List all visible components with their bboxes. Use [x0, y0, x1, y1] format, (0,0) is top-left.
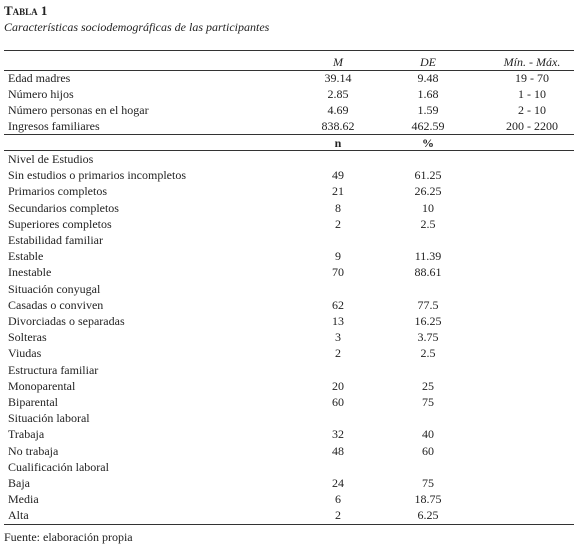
rule — [4, 70, 574, 71]
column-header: Mín. - Máx. — [503, 55, 561, 69]
cell: 2.5 — [420, 346, 436, 361]
column-header: DE — [420, 55, 436, 69]
section-title: Situación conyugal — [8, 281, 101, 296]
table-subtitle: Características sociodemográficas de las… — [4, 20, 270, 34]
column-header: M — [333, 55, 343, 69]
cell: 60 — [422, 443, 434, 458]
cell: 2 - 10 — [518, 103, 546, 117]
cell: 462.59 — [411, 119, 445, 133]
row-label: Trabaja — [8, 427, 45, 442]
row-label: Inestable — [8, 265, 52, 280]
row-label: Casadas o conviven — [8, 297, 104, 312]
cell: 200 - 2200 — [506, 119, 558, 133]
cell: 70 — [332, 265, 344, 280]
row-label: Secundarios completos — [8, 200, 119, 215]
cell: 1 - 10 — [518, 87, 546, 101]
row-label: Alta — [8, 508, 29, 523]
cell: 9.48 — [417, 71, 439, 85]
cell: 75 — [422, 395, 434, 409]
cell: 19 - 70 — [515, 71, 549, 85]
cell: 4.69 — [327, 103, 349, 117]
cell: 2.5 — [420, 216, 436, 231]
cell: 8 — [335, 200, 341, 215]
row-label: Divorciadas o separadas — [8, 314, 125, 328]
cell: 11.39 — [414, 249, 442, 264]
cell: 2 — [335, 216, 341, 231]
cell: 3.75 — [417, 330, 439, 345]
cell: 21 — [332, 184, 344, 199]
cell: 60 — [332, 395, 344, 409]
section-title: Estabilidad familiar — [8, 233, 103, 247]
cell: 16.25 — [414, 314, 442, 328]
cell: 6.25 — [417, 508, 439, 523]
section-title: Cualificación laboral — [8, 459, 109, 474]
cell: 77.5 — [417, 297, 439, 312]
column-header: % — [422, 136, 434, 150]
cell: 2.85 — [327, 87, 349, 101]
section-title: Nivel de Estudios — [8, 152, 94, 166]
cell: 9 — [335, 249, 341, 264]
table-footer: Fuente: elaboración propia — [4, 530, 133, 544]
cell: 2 — [335, 346, 341, 361]
row-label: Estable — [8, 249, 44, 264]
row-label: Solteras — [8, 330, 47, 345]
row-label: Biparental — [8, 395, 58, 409]
cell: 32 — [332, 427, 344, 442]
row-label: Baja — [8, 476, 30, 490]
cell: 61.25 — [414, 168, 442, 183]
cell: 1.59 — [417, 103, 439, 117]
row-label: Monoparental — [8, 378, 76, 393]
rule — [4, 50, 574, 51]
row-label: Ingresos familiares — [8, 119, 100, 133]
cell: 25 — [422, 378, 434, 393]
cell: 62 — [332, 297, 344, 312]
cell: 88.61 — [414, 265, 442, 280]
row-label: Número hijos — [8, 87, 74, 101]
cell: 18.75 — [414, 492, 442, 507]
row-label: Edad madres — [8, 71, 71, 85]
row-label: No trabaja — [8, 443, 59, 458]
cell: 26.25 — [414, 184, 442, 199]
row-label: Número personas en el hogar — [8, 103, 149, 117]
row-label: Viudas — [8, 346, 42, 361]
cell: 40 — [422, 427, 434, 442]
cell: 75 — [422, 476, 434, 490]
row-label: Primarios completos — [8, 184, 107, 199]
row-label: Sin estudios o primarios incompletos — [8, 168, 186, 183]
cell: 1.68 — [417, 87, 439, 101]
section-title: Estructura familiar — [8, 362, 99, 377]
rule — [4, 524, 574, 525]
cell: 49 — [332, 168, 344, 183]
table-title: Tabla 1 — [4, 3, 48, 18]
cell: 838.62 — [321, 119, 355, 133]
cell: 6 — [335, 492, 341, 507]
column-header: n — [334, 136, 342, 150]
row-label: Media — [8, 492, 39, 507]
cell: 20 — [332, 378, 344, 393]
cell: 13 — [332, 314, 344, 328]
cell: 10 — [422, 200, 434, 215]
cell: 48 — [332, 443, 344, 458]
rule — [4, 134, 574, 135]
cell: 2 — [335, 508, 341, 523]
section-title: Situación laboral — [8, 411, 90, 426]
cell: 39.14 — [324, 71, 352, 85]
rule — [4, 150, 574, 151]
row-label: Superiores completos — [8, 216, 112, 231]
cell: 24 — [332, 476, 344, 490]
cell: 3 — [335, 330, 341, 345]
